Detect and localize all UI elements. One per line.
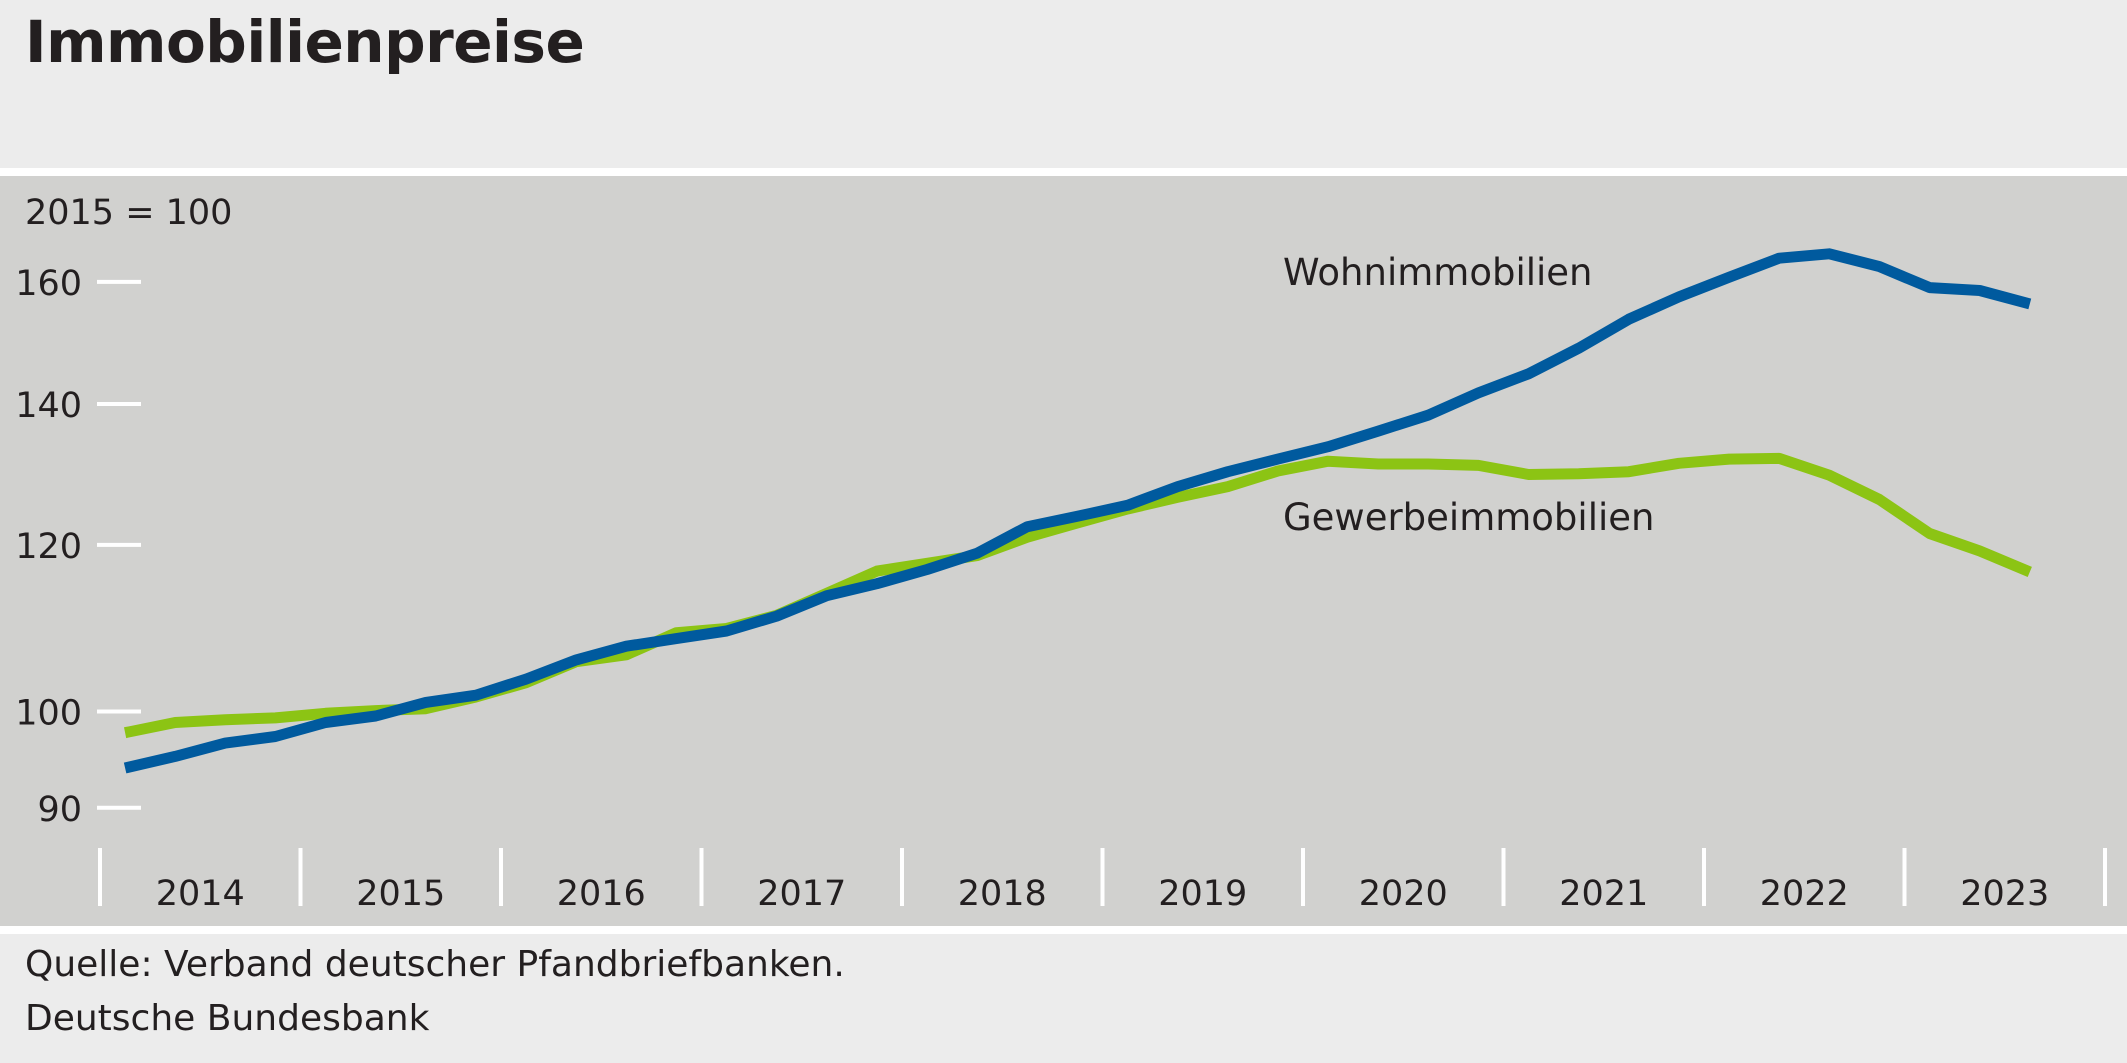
source-note: Quelle: Verband deutscher Pfandbriefbank… [25,944,845,985]
top-divider [0,168,2127,176]
series-label-wohnimmobilien: Wohnimmobilien [1283,251,1593,294]
x-tick-label-2018: 2018 [958,874,1047,914]
y-tick-label-100: 100 [15,693,82,733]
x-tick-label-2023: 2023 [1960,874,2049,914]
page-title: Immobilienpreise [25,8,585,76]
y-tick-label-120: 120 [15,527,82,567]
x-tick-label-2019: 2019 [1158,874,1247,914]
plot-panel [0,176,2127,926]
y-tick-label-90: 90 [37,790,82,830]
y-tick-label-160: 160 [15,264,82,304]
series-label-gewerbeimmobilien: Gewerbeimmobilien [1283,496,1654,539]
series-line-gewerbeimmobilien [124,452,2032,739]
x-tick-label-2021: 2021 [1559,874,1648,914]
x-tick-label-2014: 2014 [156,874,245,914]
publisher-note: Deutsche Bundesbank [25,998,430,1039]
series-line-wohnimmobilien [123,248,2032,774]
y-axis-unit-label: 2015 = 100 [25,193,232,233]
y-tick-label-140: 140 [15,386,82,426]
x-tick-label-2017: 2017 [757,874,846,914]
x-axis: 2014 2015 2016 2017 2018 2019 2020 2021 2022 2023 [98,848,2107,914]
x-tick-label-2015: 2015 [356,874,445,914]
x-tick-label-2016: 2016 [557,874,646,914]
series-lines [123,248,2032,774]
y-axis: 90 100 120 140 160 [15,264,141,830]
bottom-divider [0,926,2127,934]
x-tick-label-2020: 2020 [1359,874,1448,914]
x-tick-label-2022: 2022 [1760,874,1849,914]
